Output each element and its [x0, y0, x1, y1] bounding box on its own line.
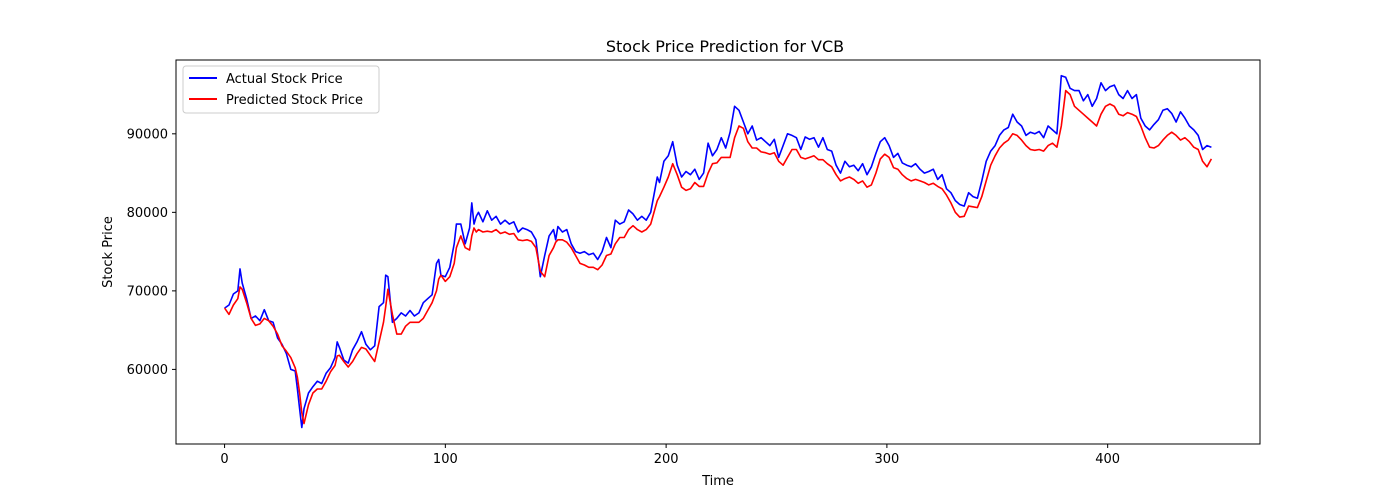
legend-label-predicted: Predicted Stock Price	[226, 93, 363, 108]
y-tick-label: 60000	[127, 363, 168, 378]
x-tick-label: 300	[874, 452, 899, 467]
y-tick-label: 90000	[127, 127, 168, 142]
y-tick-label: 70000	[127, 284, 168, 299]
x-tick-label: 100	[433, 452, 458, 467]
legend-box	[182, 65, 380, 114]
x-tick-label: 200	[654, 452, 679, 467]
x-tick-label: 0	[220, 452, 228, 467]
y-tick-label: 80000	[127, 206, 168, 221]
chart-title: Stock Price Prediction for VCB	[606, 37, 844, 56]
y-axis-label: Stock Price	[101, 216, 116, 288]
x-tick-label: 400	[1095, 452, 1120, 467]
series-layer	[223, 74, 1213, 429]
legend-label-actual: Actual Stock Price	[226, 72, 343, 87]
y-axis: 60000 70000 80000 90000	[127, 127, 176, 378]
series-line-actual	[224, 74, 1212, 429]
series-line-predicted	[223, 89, 1213, 425]
x-axis-label: Time	[701, 474, 734, 489]
plot-frame	[175, 59, 1261, 445]
x-axis: 0 100 200 300 400	[220, 444, 1120, 467]
legend: Actual Stock Price Predicted Stock Price	[182, 65, 380, 114]
